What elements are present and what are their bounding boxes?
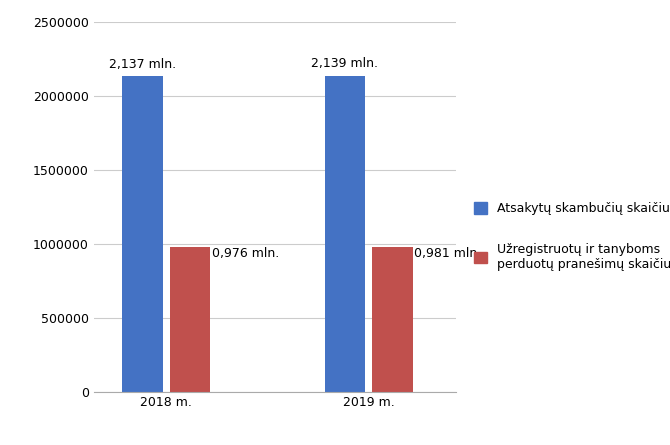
- Legend: Atsakytų skambučių skaičius, Užregistruotų ir tanyboms
perduotų pranešimų skaiči: Atsakytų skambučių skaičius, Užregistruo…: [469, 197, 670, 276]
- Text: 0,981 mln.: 0,981 mln.: [414, 247, 482, 260]
- Bar: [373, 247, 413, 392]
- Bar: [122, 76, 163, 392]
- Text: 2,139 mln.: 2,139 mln.: [312, 57, 379, 70]
- Text: 2,137 mln.: 2,137 mln.: [109, 58, 176, 71]
- Text: 0,976 mln.: 0,976 mln.: [212, 247, 279, 260]
- Bar: [325, 76, 365, 392]
- Bar: [170, 247, 210, 392]
